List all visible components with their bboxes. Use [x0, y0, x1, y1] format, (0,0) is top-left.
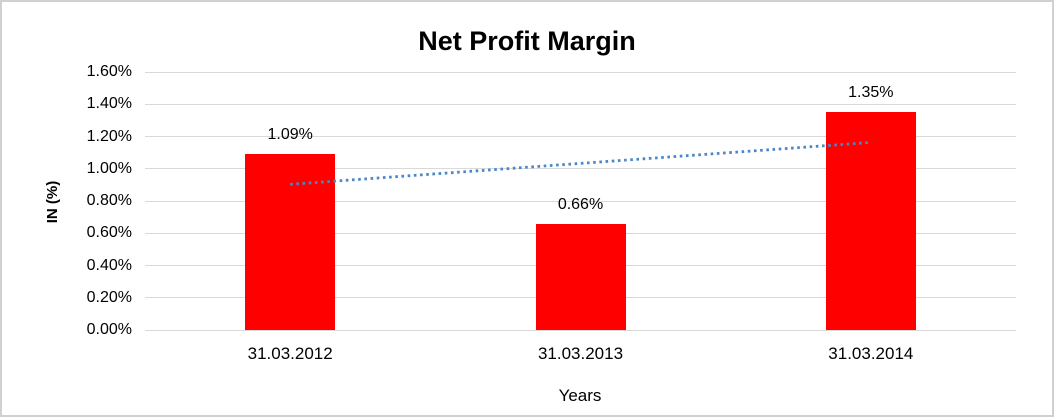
gridline [145, 329, 1016, 331]
bar [535, 223, 626, 330]
data-label: 0.66% [557, 195, 604, 213]
data-label: 1.35% [848, 84, 894, 102]
gridline [145, 71, 1016, 73]
y-tick-label: 0.20% [86, 288, 132, 306]
y-tick-label: 1.40% [86, 95, 132, 113]
y-tick-label: 0.60% [86, 224, 132, 242]
trendline-segment [290, 141, 871, 186]
gridline [145, 136, 1016, 137]
gridline [145, 103, 1016, 105]
data-label: 1.09% [267, 126, 313, 144]
y-tick-label: 0.40% [86, 256, 132, 274]
chart-title: Net Profit Margin [418, 26, 636, 56]
y-tick-label: 1.20% [86, 127, 132, 145]
y-tick-label: 0.80% [86, 192, 132, 209]
bar [825, 112, 916, 330]
category-label: 31.03.2013 [537, 344, 624, 363]
gridline [145, 200, 1016, 202]
bar [245, 154, 336, 330]
y-tick-label: 1.60% [86, 63, 132, 80]
y-tick-label: 1.00% [86, 159, 132, 177]
y-tick-label: 0.00% [86, 321, 132, 338]
category-label: 31.03.2012 [247, 344, 333, 363]
category-label: 31.03.2014 [828, 344, 914, 363]
x-axis-title: Years [558, 386, 602, 405]
